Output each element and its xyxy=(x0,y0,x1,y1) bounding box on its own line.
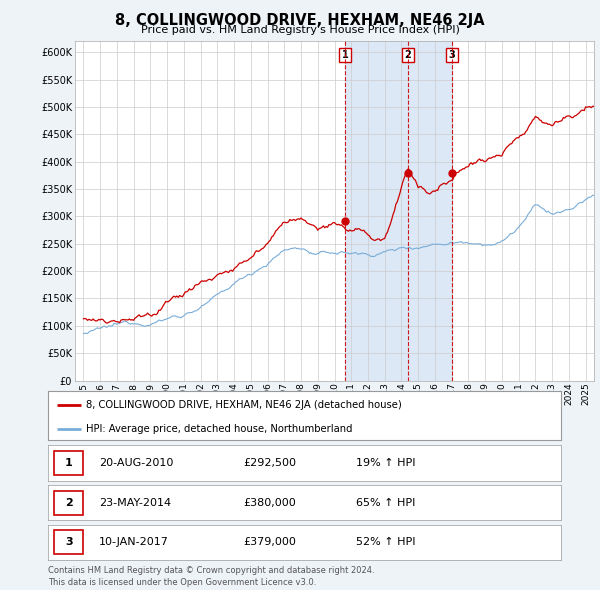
Bar xyxy=(54,451,83,475)
Text: £379,000: £379,000 xyxy=(243,537,296,547)
Text: 52% ↑ HPI: 52% ↑ HPI xyxy=(356,537,415,547)
Text: 1: 1 xyxy=(342,50,349,60)
Text: HPI: Average price, detached house, Northumberland: HPI: Average price, detached house, Nort… xyxy=(86,424,353,434)
Text: 3: 3 xyxy=(65,537,73,547)
Bar xyxy=(345,41,452,381)
Text: Price paid vs. HM Land Registry's House Price Index (HPI): Price paid vs. HM Land Registry's House … xyxy=(140,25,460,35)
Text: 3: 3 xyxy=(449,50,455,60)
Bar xyxy=(54,530,83,554)
Text: 2: 2 xyxy=(404,50,412,60)
Text: 8, COLLINGWOOD DRIVE, HEXHAM, NE46 2JA (detached house): 8, COLLINGWOOD DRIVE, HEXHAM, NE46 2JA (… xyxy=(86,399,402,409)
Text: £292,500: £292,500 xyxy=(243,458,296,468)
Text: 2: 2 xyxy=(65,498,73,507)
Text: 23-MAY-2014: 23-MAY-2014 xyxy=(100,498,172,507)
Text: £380,000: £380,000 xyxy=(243,498,296,507)
Text: 19% ↑ HPI: 19% ↑ HPI xyxy=(356,458,415,468)
Text: Contains HM Land Registry data © Crown copyright and database right 2024.
This d: Contains HM Land Registry data © Crown c… xyxy=(48,566,374,587)
Text: 20-AUG-2010: 20-AUG-2010 xyxy=(100,458,173,468)
Text: 1: 1 xyxy=(65,458,73,468)
Text: 10-JAN-2017: 10-JAN-2017 xyxy=(100,537,169,547)
Text: 65% ↑ HPI: 65% ↑ HPI xyxy=(356,498,415,507)
Text: 8, COLLINGWOOD DRIVE, HEXHAM, NE46 2JA: 8, COLLINGWOOD DRIVE, HEXHAM, NE46 2JA xyxy=(115,13,485,28)
Bar xyxy=(54,491,83,514)
